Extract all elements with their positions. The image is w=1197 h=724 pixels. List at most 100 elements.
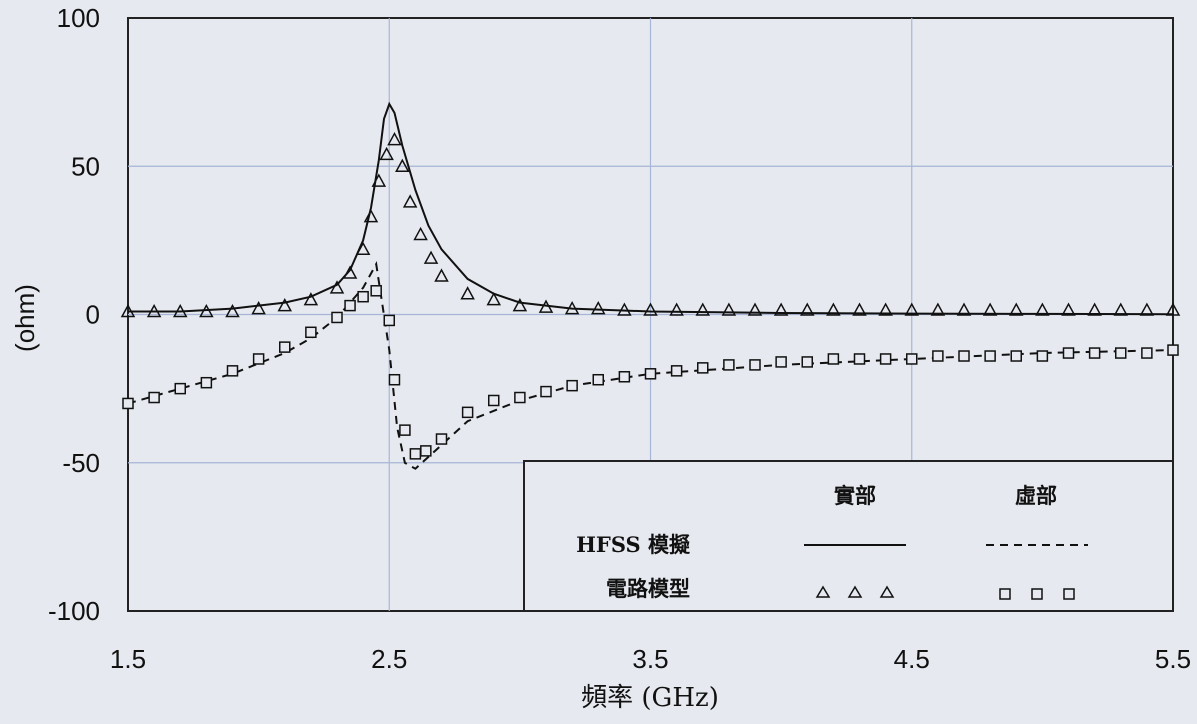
circuit-real-marker	[904, 302, 920, 316]
circuit-real-marker	[826, 302, 841, 316]
circuit-real-marker	[617, 302, 632, 316]
circuit-real-marker	[1061, 302, 1076, 316]
circuit-imag-marker	[592, 373, 604, 386]
y-tick-label: 50	[71, 151, 100, 181]
circuit-imag-marker	[279, 341, 291, 353]
legend-square-marker	[1063, 588, 1075, 600]
circuit-imag-marker	[1088, 347, 1101, 359]
circuit-real-marker	[225, 303, 240, 318]
circuit-imag-marker	[383, 314, 395, 327]
circuit-real-marker	[1035, 302, 1050, 316]
circuit-real-marker	[379, 146, 394, 161]
circuit-imag-marker	[1167, 344, 1179, 356]
circuit-imag-marker	[388, 373, 401, 386]
circuit-imag-marker	[200, 376, 213, 389]
circuit-imag-marker	[226, 365, 239, 377]
circuit-real-marker	[303, 292, 319, 306]
y-tick-label: -100	[48, 596, 100, 626]
circuit-real-marker	[643, 302, 658, 316]
circuit-real-marker	[423, 250, 439, 264]
circuit-real-marker	[564, 301, 580, 315]
circuit-real-marker	[434, 268, 449, 282]
circuit-imag-marker	[1141, 347, 1153, 359]
legend-col-real: 實部	[834, 483, 876, 508]
circuit-real-marker	[1087, 302, 1102, 316]
x-tick-label: 5.5	[1155, 644, 1191, 674]
legend-triangle-marker	[815, 585, 831, 598]
x-tick-label: 1.5	[110, 644, 146, 674]
circuit-real-marker	[1165, 302, 1181, 316]
circuit-real-marker	[413, 226, 428, 241]
circuit-real-marker	[387, 131, 402, 146]
circuit-imag-marker	[853, 353, 866, 365]
circuit-real-marker	[590, 301, 606, 315]
circuit-imag-marker	[1010, 350, 1022, 362]
x-tick-label: 4.5	[894, 644, 930, 674]
circuit-real-marker	[747, 302, 763, 316]
circuit-imag-marker	[370, 285, 382, 297]
circuit-imag-marker	[723, 359, 735, 371]
y-axis-label: (ohm)	[10, 284, 40, 352]
circuit-imag-marker	[1115, 347, 1127, 359]
circuit-imag-marker	[906, 353, 918, 365]
x-tick-label: 2.5	[371, 644, 407, 674]
x-axis: 1.5 2.5 3.5 4.5 5.5	[110, 644, 1191, 674]
circuit-real-marker	[1139, 302, 1155, 316]
circuit-real-marker	[172, 303, 188, 318]
circuit-real-marker	[371, 173, 387, 187]
legend: 實部 虛部 HFSS 模擬 電路模型	[523, 460, 1174, 612]
circuit-imag-marker	[932, 350, 944, 362]
circuit-imag-marker	[331, 311, 343, 324]
circuit-real-marker	[251, 301, 266, 315]
circuit-real-marker	[355, 241, 371, 256]
circuit-real-marker	[799, 302, 815, 316]
circuit-real-marker	[695, 302, 711, 316]
circuit-real-marker	[669, 302, 684, 316]
circuit-real-marker	[120, 303, 136, 318]
circuit-real-marker	[342, 265, 358, 279]
legend-box	[523, 460, 1174, 612]
circuit-real-marker	[395, 158, 410, 172]
series-layer	[120, 101, 1181, 470]
y-axis: 100 50 0 -50 -100	[48, 3, 100, 626]
circuit-real-marker	[930, 302, 946, 316]
circuit-real-marker	[329, 280, 345, 294]
legend-row-circuit: 電路模型	[606, 576, 690, 601]
circuit-imag-marker	[461, 406, 474, 419]
circuit-real-marker	[363, 209, 379, 223]
circuit-imag-marker	[958, 350, 970, 362]
circuit-imag-marker	[540, 385, 552, 398]
circuit-imag-marker	[775, 356, 787, 368]
circuit-real-marker	[146, 303, 162, 318]
circuit-imag-marker	[566, 379, 578, 392]
circuit-imag-marker	[1062, 347, 1075, 359]
circuit-real-marker	[1008, 302, 1024, 316]
circuit-imag-marker	[252, 353, 265, 365]
circuit-real-marker	[721, 302, 737, 316]
legend-triangle-marker	[879, 585, 895, 598]
legend-square-marker	[999, 588, 1011, 600]
circuit-real-marker	[486, 292, 502, 306]
y-tick-label: -50	[62, 448, 100, 478]
circuit-real-marker	[512, 298, 528, 312]
circuit-imag-marker	[305, 326, 317, 339]
legend-triangle-marker	[847, 585, 863, 598]
x-axis-label: 頻率 (GHz)	[581, 683, 719, 713]
y-tick-label: 0	[86, 300, 100, 330]
circuit-imag-marker	[357, 290, 369, 303]
circuit-imag-marker	[122, 397, 134, 410]
circuit-imag-marker	[344, 299, 356, 312]
circuit-real-marker	[277, 298, 293, 312]
circuit-imag-marker	[420, 445, 432, 457]
circuit-real-marker	[956, 302, 972, 316]
hfss-imag-line	[127, 261, 1174, 470]
circuit-imag-marker	[618, 371, 631, 383]
circuit-real-marker	[773, 302, 789, 316]
circuit-imag-marker	[399, 424, 411, 436]
circuit-real-marker	[199, 303, 214, 318]
legend-square-markers	[999, 588, 1075, 600]
circuit-imag-marker	[1036, 350, 1049, 362]
y-tick-label: 100	[57, 3, 100, 33]
circuit-real-marker	[460, 286, 475, 300]
